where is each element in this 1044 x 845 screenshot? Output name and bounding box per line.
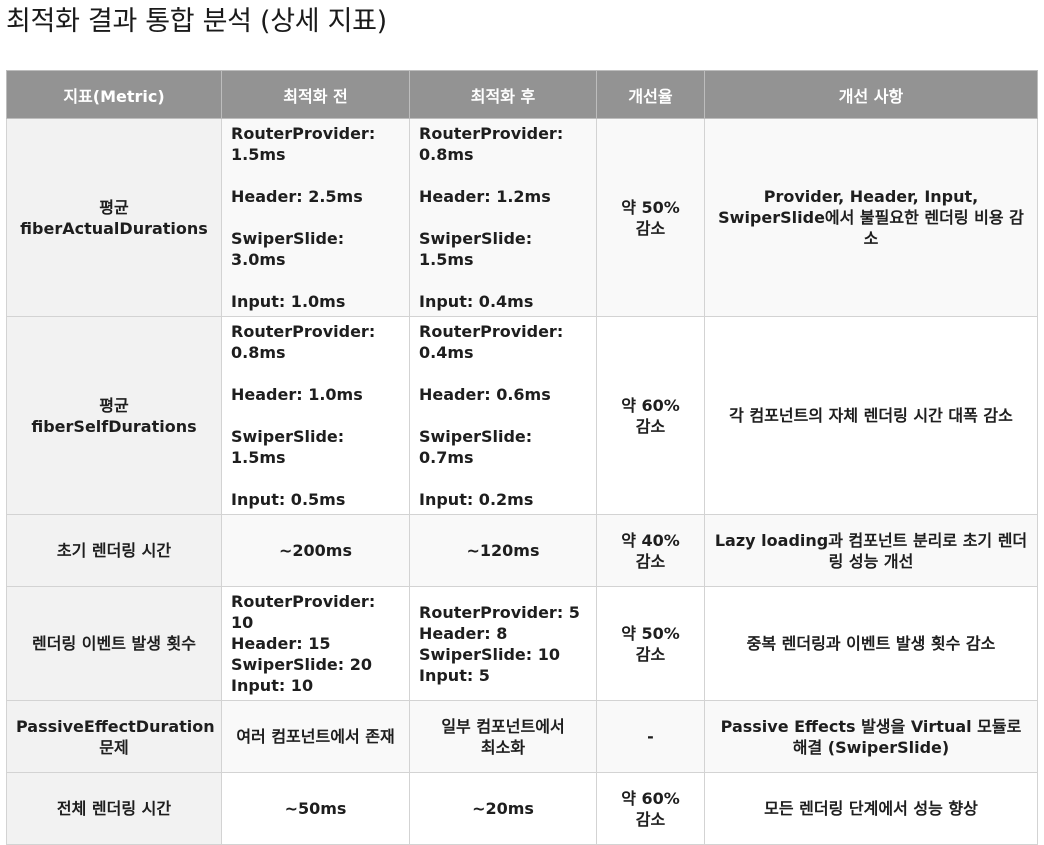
- rate-line: 감소: [635, 644, 666, 664]
- after-line: SwiperSlide: 1.5ms: [419, 229, 533, 269]
- header-after: 최적화 후: [409, 70, 597, 119]
- rate-line: 약 50%: [621, 197, 680, 217]
- rate-cell: 약 60% 감소: [596, 772, 705, 845]
- metric-line: 문제: [99, 737, 129, 757]
- metrics-table: 지표(Metric) 최적화 전 최적화 후 개선율 개선 사항 평균 fibe…: [6, 70, 1038, 845]
- note-cell: Lazy loading과 컴포넌트 분리로 초기 렌더링 성능 개선: [704, 514, 1038, 587]
- before-cell: ~50ms: [221, 772, 410, 845]
- after-line: RouterProvider: 0.8ms: [419, 124, 564, 164]
- rate-line: 감소: [635, 218, 666, 238]
- metric-cell: 초기 렌더링 시간: [6, 514, 222, 587]
- rate-line: 약 60%: [621, 395, 680, 415]
- note-cell: 모든 렌더링 단계에서 성능 향상: [704, 772, 1038, 845]
- rate-line: 약 40%: [621, 530, 680, 550]
- header-note: 개선 사항: [704, 70, 1038, 119]
- metric-line: PassiveEffectDuration: [16, 716, 215, 736]
- after-cell: ~120ms: [409, 514, 597, 587]
- after-line: Header: 1.2ms: [419, 187, 551, 206]
- before-cell: RouterProvider: 1.5ms Header: 2.5ms Swip…: [221, 118, 410, 317]
- before-line: SwiperSlide: 3.0ms: [231, 229, 345, 269]
- before-line: SwiperSlide: 1.5ms: [231, 427, 345, 467]
- rate-cell: 약 50% 감소: [596, 586, 705, 701]
- rate-line: 약 50%: [621, 623, 680, 643]
- before-line: Header: 15: [231, 634, 331, 653]
- after-line: RouterProvider: 5: [419, 602, 580, 622]
- before-cell: ~200ms: [221, 514, 410, 587]
- table-row: 평균 fiberSelfDurations RouterProvider: 0.…: [6, 316, 1038, 515]
- table-header-row: 지표(Metric) 최적화 전 최적화 후 개선율 개선 사항: [6, 70, 1038, 119]
- after-cell: RouterProvider: 0.8ms Header: 1.2ms Swip…: [409, 118, 597, 317]
- before-line: RouterProvider: 0.8ms: [231, 322, 376, 362]
- before-line: RouterProvider: 10: [231, 592, 376, 632]
- after-cell: 일부 컴포넌트에서 최소화: [409, 700, 597, 773]
- metric-cell: 평균 fiberSelfDurations: [6, 316, 222, 515]
- after-cell: RouterProvider: 0.4ms Header: 0.6ms Swip…: [409, 316, 597, 515]
- rate-cell: -: [596, 700, 705, 773]
- table-row: 전체 렌더링 시간 ~50ms ~20ms 약 60% 감소 모든 렌더링 단계…: [6, 772, 1038, 845]
- before-line: RouterProvider: 1.5ms: [231, 124, 376, 164]
- metric-line: 평균: [99, 197, 129, 217]
- metric-line: 렌더링 이벤트 발생 횟수: [32, 634, 196, 653]
- metric-line: 초기 렌더링 시간: [56, 541, 172, 560]
- header-metric: 지표(Metric): [6, 70, 222, 119]
- before-cell: RouterProvider: 10 Header: 15 SwiperSlid…: [221, 586, 410, 701]
- table-row: 평균 fiberActualDurations RouterProvider: …: [6, 118, 1038, 317]
- before-cell: RouterProvider: 0.8ms Header: 1.0ms Swip…: [221, 316, 410, 515]
- before-line: ~200ms: [279, 541, 352, 560]
- rate-line: 감소: [635, 416, 666, 436]
- metric-line: fiberActualDurations: [20, 218, 208, 238]
- before-line: Input: 10: [231, 676, 314, 695]
- before-line: SwiperSlide: 20: [231, 655, 373, 674]
- after-line: ~120ms: [466, 541, 540, 560]
- after-line: RouterProvider: 0.4ms: [419, 322, 564, 362]
- note-cell: Provider, Header, Input, SwiperSlide에서 불…: [704, 118, 1038, 317]
- after-cell: RouterProvider: 5 Header: 8 SwiperSlide:…: [409, 586, 597, 701]
- rate-cell: 약 50% 감소: [596, 118, 705, 317]
- metric-line: 전체 렌더링 시간: [56, 799, 172, 818]
- rate-line: 약 60%: [621, 788, 680, 808]
- rate-line: 감소: [635, 809, 666, 829]
- after-line: SwiperSlide: 0.7ms: [419, 427, 533, 467]
- after-line: ~20ms: [472, 799, 534, 818]
- note-cell: Passive Effects 발생을 Virtual 모듈로 해결 (Swip…: [704, 700, 1038, 773]
- before-line: Input: 0.5ms: [231, 490, 346, 509]
- before-line: ~50ms: [284, 799, 347, 818]
- after-line: Header: 0.6ms: [419, 385, 551, 404]
- note-cell: 각 컴포넌트의 자체 렌더링 시간 대폭 감소: [704, 316, 1038, 515]
- before-line: Input: 1.0ms: [231, 292, 346, 311]
- after-cell: ~20ms: [409, 772, 597, 845]
- header-rate: 개선율: [596, 70, 705, 119]
- rate-line: 감소: [635, 551, 666, 571]
- rate-cell: 약 40% 감소: [596, 514, 705, 587]
- page-title: 최적화 결과 통합 분석 (상세 지표): [6, 6, 387, 37]
- metric-cell: 렌더링 이벤트 발생 횟수: [6, 586, 222, 701]
- after-line: Input: 0.2ms: [419, 490, 534, 509]
- before-line: Header: 1.0ms: [231, 385, 363, 404]
- table-row: 렌더링 이벤트 발생 횟수 RouterProvider: 10 Header:…: [6, 586, 1038, 701]
- before-line: Header: 2.5ms: [231, 187, 363, 206]
- note-cell: 중복 렌더링과 이벤트 발생 횟수 감소: [704, 586, 1038, 701]
- table-row: PassiveEffectDuration 문제 여러 컴포넌트에서 존재 일부…: [6, 700, 1038, 773]
- metric-cell: 평균 fiberActualDurations: [6, 118, 222, 317]
- after-line: SwiperSlide: 10: [419, 644, 561, 664]
- after-line: Input: 5: [419, 665, 490, 685]
- metric-cell: PassiveEffectDuration 문제: [6, 700, 222, 773]
- metric-line: 평균: [99, 395, 129, 415]
- metric-cell: 전체 렌더링 시간: [6, 772, 222, 845]
- before-line: 여러 컴포넌트에서 존재: [236, 727, 395, 746]
- table-row: 초기 렌더링 시간 ~200ms ~120ms 약 40% 감소 Lazy lo…: [6, 514, 1038, 587]
- before-cell: 여러 컴포넌트에서 존재: [221, 700, 410, 773]
- after-line: 일부 컴포넌트에서: [441, 716, 565, 736]
- after-line: Input: 0.4ms: [419, 292, 534, 311]
- rate-line: -: [647, 727, 654, 746]
- after-line: Header: 8: [419, 623, 508, 643]
- after-line: 최소화: [480, 737, 526, 757]
- metric-line: fiberSelfDurations: [31, 416, 197, 436]
- header-before: 최적화 전: [221, 70, 410, 119]
- rate-cell: 약 60% 감소: [596, 316, 705, 515]
